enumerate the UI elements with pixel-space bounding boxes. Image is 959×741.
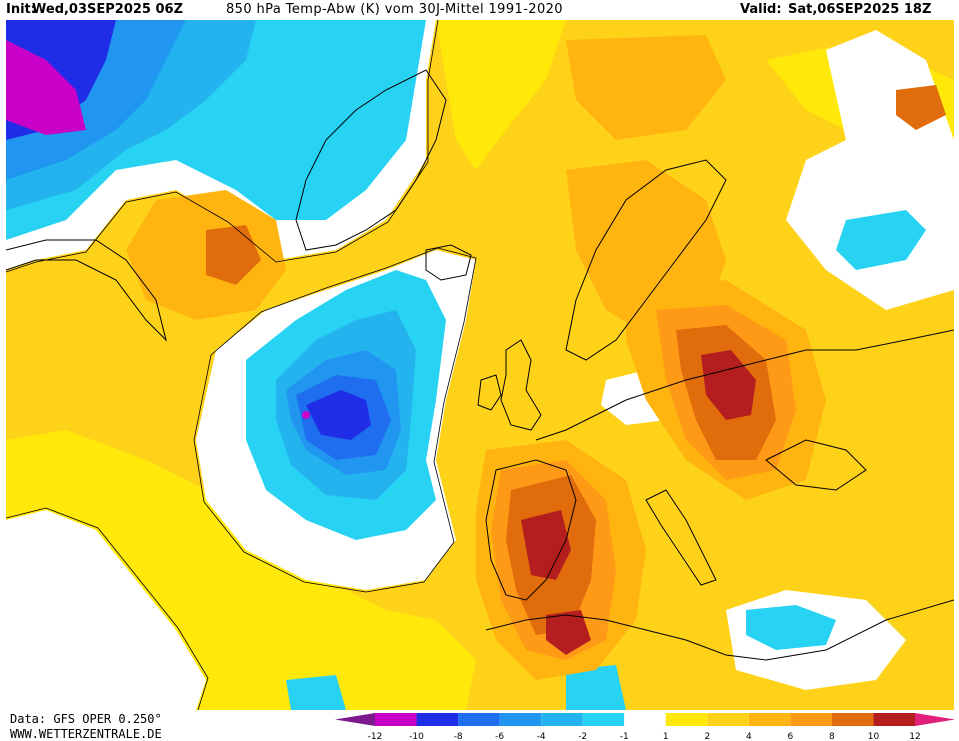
field-c10-arctic <box>6 40 86 135</box>
valid-label: Valid: <box>740 2 782 17</box>
legend-swatch <box>458 713 500 726</box>
legend-swatch <box>624 713 666 726</box>
field-c1-east-sea <box>746 605 836 650</box>
zero-contours <box>6 20 477 710</box>
legend-tick-label: 2 <box>704 732 710 741</box>
temperature-anomaly-map <box>6 20 954 710</box>
legend-tick-labels: -12 -10 -8 -6 -4 -2 -1 1 2 4 6 8 10 12 <box>368 732 921 741</box>
zero-contour-atlantic <box>193 247 477 593</box>
field-w10-eastern-europe <box>701 350 756 420</box>
legend-tick-label: 8 <box>829 732 835 741</box>
coastlines <box>6 69 954 661</box>
field-w8-greenland <box>206 225 261 285</box>
legend-tick-label: 10 <box>868 732 880 741</box>
color-scale-legend: -12 -10 -8 -6 -4 -2 -1 1 2 4 6 8 10 12 <box>335 713 955 741</box>
field-w10-iberia <box>521 510 571 580</box>
coastline-iberia <box>485 459 577 601</box>
legend-swatch <box>541 713 583 726</box>
legend-tick-label: 4 <box>746 732 752 741</box>
field-c1-south <box>566 665 626 710</box>
valid-time: Sat,06SEP2025 18Z <box>788 2 932 17</box>
legend-swatches <box>335 713 955 726</box>
legend-swatch <box>582 713 625 726</box>
field-c10-atlantic <box>302 411 310 419</box>
coastline-greenland <box>295 69 447 251</box>
legend-swatch <box>790 713 832 726</box>
legend-tick-label: 1 <box>663 732 669 741</box>
legend-swatch <box>873 713 915 726</box>
legend-arrow-left <box>335 713 375 726</box>
legend-swatch <box>499 713 542 726</box>
footer-bar: Data: GFS OPER 0.250° WWW.WETTERZENTRALE… <box>0 710 959 741</box>
header-bar: Init: Wed,03SEP2025 06Z 850 hPa Temp-Abw… <box>0 0 959 20</box>
legend-tick-label: -1 <box>620 732 629 741</box>
legend-tick-label: -8 <box>454 732 463 741</box>
legend-swatch <box>375 713 417 726</box>
legend-swatch <box>665 713 708 726</box>
data-source-text: Data: GFS OPER 0.250° <box>10 712 162 726</box>
legend-tick-label: -10 <box>409 732 424 741</box>
coastline-iceland <box>425 244 472 281</box>
coastline-black-sea <box>765 439 867 491</box>
coastline-ireland <box>477 374 502 411</box>
coastline-italy <box>645 489 717 586</box>
field-c8-atlantic <box>306 390 371 440</box>
field-w1-north <box>436 20 566 170</box>
field-w4-north-russia <box>566 35 726 140</box>
legend-swatch <box>707 713 749 726</box>
legend-tick-label: 12 <box>909 732 920 741</box>
field-c1-southwest <box>286 675 346 710</box>
map-title: 850 hPa Temp-Abw (K) vom 30J-Mittel 1991… <box>226 2 563 17</box>
legend-arrow-right <box>915 713 955 726</box>
legend-swatch <box>416 713 459 726</box>
zero-contour-arctic <box>6 20 439 273</box>
field-zero-west <box>6 510 206 710</box>
legend-tick-label: -6 <box>495 732 504 741</box>
coastline-scandinavia <box>565 159 727 361</box>
legend-tick-label: -12 <box>368 732 383 741</box>
legend-tick-label: -4 <box>537 732 546 741</box>
coastline-africa <box>485 599 954 661</box>
field-c1-northeast <box>836 210 926 270</box>
init-label: Init: <box>6 2 36 17</box>
legend-tick-label: 6 <box>788 732 794 741</box>
legend-swatch <box>831 713 874 726</box>
legend-swatch <box>748 713 791 726</box>
zero-contour-west <box>6 507 209 710</box>
init-time: Wed,03SEP2025 06Z <box>32 2 184 17</box>
field-w8-east <box>896 85 946 130</box>
coastline-europe-west <box>535 329 954 441</box>
coastline-canada <box>6 239 167 342</box>
field-w10-africa <box>546 610 591 655</box>
legend-tick-label: -2 <box>578 732 587 741</box>
website-text: WWW.WETTERZENTRALE.DE <box>10 727 162 741</box>
coastline-britain <box>500 339 542 431</box>
